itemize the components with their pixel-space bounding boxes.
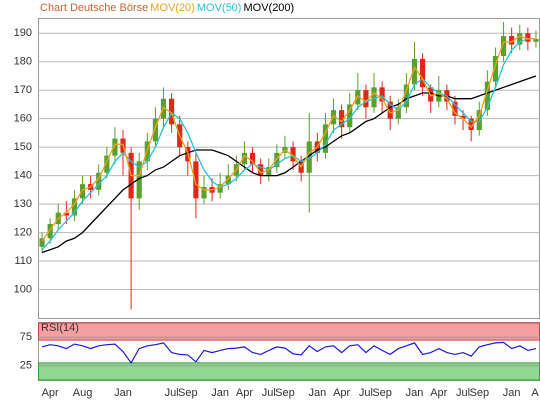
candle-body [322, 124, 329, 153]
candle-body [363, 90, 369, 108]
x-tick-label: A [531, 387, 539, 399]
candle-body [193, 161, 199, 199]
x-tick-label: Sep [178, 387, 198, 399]
candle-body [525, 33, 531, 42]
candle-body [306, 141, 312, 173]
x-tick-label: Jan [503, 387, 521, 399]
candle-body [339, 110, 345, 128]
y-tick-label: 100 [14, 283, 32, 295]
candle-body [387, 101, 393, 119]
candle-body [484, 81, 490, 111]
x-tick-label: Jul [262, 387, 276, 399]
y-tick-label: 110 [14, 255, 32, 267]
candle-body [355, 90, 361, 105]
candle-body [96, 172, 102, 190]
chart-title: Chart Deutsche Börse [40, 2, 148, 14]
candle-body [420, 58, 426, 88]
candle-body [136, 161, 142, 199]
candle-body [79, 184, 86, 199]
candle-body [509, 36, 515, 45]
legend-entry: MOV(200) [243, 2, 294, 14]
candle-body [249, 152, 256, 165]
x-tick-label: Apr [430, 387, 447, 399]
x-tick-label: Jan [406, 387, 424, 399]
candle-body [476, 110, 482, 131]
x-tick-label: Sep [275, 387, 295, 399]
x-tick-label: Apr [333, 387, 350, 399]
x-tick-label: Apr [42, 387, 59, 399]
candle-body [152, 118, 158, 142]
x-tick-label: Jan [308, 387, 326, 399]
moving-average-line [41, 75, 537, 254]
candle-body [500, 36, 507, 57]
y-tick-label: 130 [14, 198, 32, 210]
y-tick-label: 150 [14, 141, 32, 153]
candle-body [411, 58, 418, 85]
candle-body [169, 98, 175, 125]
candle-body [112, 138, 118, 156]
candle-body [71, 198, 78, 216]
candle-body [533, 38, 539, 42]
x-tick-label: Jan [211, 387, 229, 399]
candle-body [371, 87, 377, 108]
main-panel [38, 18, 540, 319]
legend-entry: MOV(50) [197, 2, 242, 14]
candle-body [403, 84, 409, 108]
candle-body [395, 107, 401, 119]
rsi-label: RSI(14) [41, 322, 79, 334]
candle-body [63, 212, 69, 216]
candle-body [39, 238, 45, 247]
y-tick-label: 160 [14, 113, 32, 125]
rsi-line [41, 341, 537, 365]
candle-body [201, 187, 207, 199]
candle-body [274, 152, 280, 168]
candle-body [347, 104, 353, 128]
candle-body [266, 167, 272, 176]
candle-body [217, 184, 223, 193]
rsi-y-tick-label: 25 [20, 360, 32, 372]
candle-body [258, 164, 264, 176]
moving-average-line [41, 35, 536, 242]
legend-entry: MOV(20) [150, 2, 195, 14]
y-tick-label: 140 [14, 170, 32, 182]
x-tick-label: Sep [372, 387, 392, 399]
y-tick-label: 120 [14, 226, 32, 238]
y-tick-label: 170 [14, 84, 32, 96]
candle-body [225, 175, 231, 185]
candle-body [379, 87, 385, 102]
x-tick-label: Jul [165, 387, 179, 399]
candle-body [452, 101, 458, 116]
y-tick-label: 180 [14, 56, 32, 68]
x-tick-label: Jul [359, 387, 373, 399]
y-tick-label: 190 [14, 27, 32, 39]
x-tick-label: Sep [469, 387, 489, 399]
x-tick-label: Apr [236, 387, 253, 399]
x-tick-label: Jul [456, 387, 470, 399]
x-tick-label: Aug [73, 387, 93, 399]
candle-body [47, 224, 53, 239]
candle-body [517, 33, 523, 45]
candle-body [241, 152, 248, 165]
candle-body [492, 56, 499, 82]
candle-body [460, 115, 466, 119]
rsi-y-tick-label: 75 [20, 331, 32, 343]
candle-body [104, 155, 110, 173]
candle-body [468, 118, 474, 131]
x-tick-label: Jan [114, 387, 132, 399]
candle-body [290, 147, 296, 162]
moving-average-line [41, 38, 536, 251]
